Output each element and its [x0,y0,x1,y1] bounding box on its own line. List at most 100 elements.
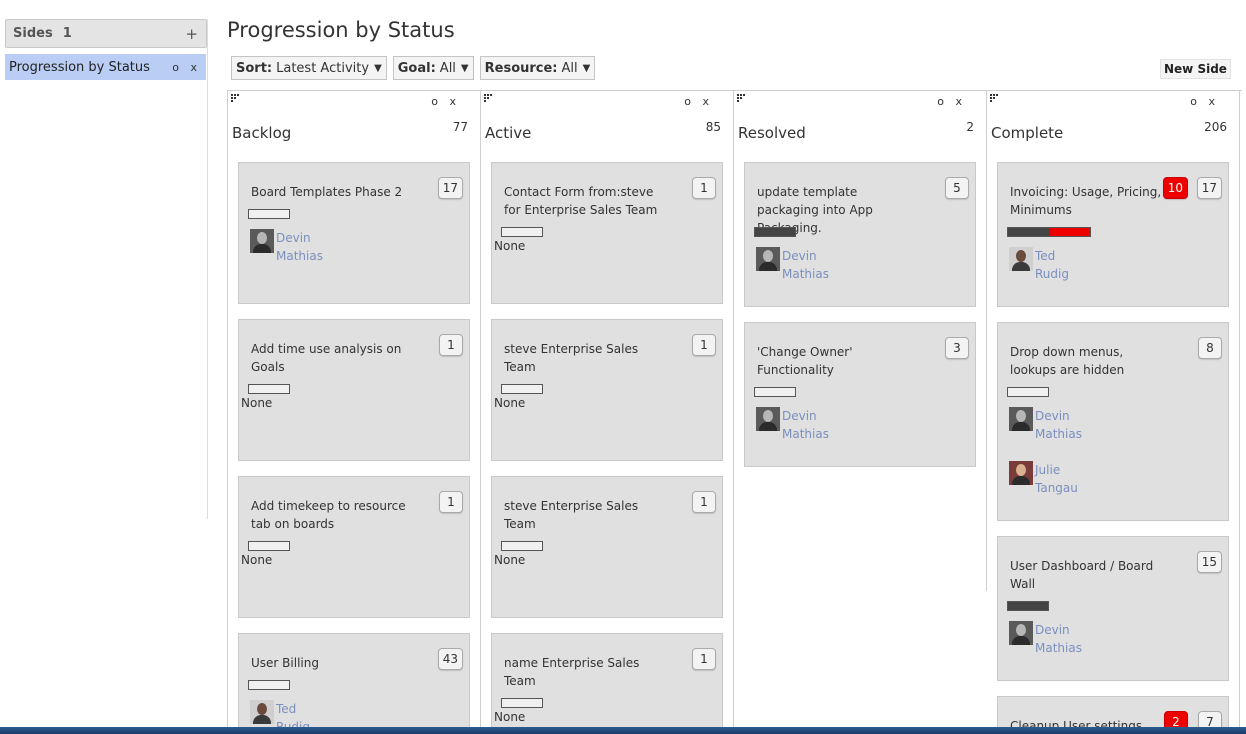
column-backlog: o x Backlog 77 Board Templates Phase 2 1… [228,91,481,734]
progress-bar [248,541,290,551]
avatar [1009,621,1033,645]
progress-bar [248,680,290,690]
card-title: Board Templates Phase 2 [251,185,403,199]
progress-bar [1007,387,1049,397]
drag-handle-icon[interactable] [230,93,244,105]
resource-dropdown[interactable]: Resource: All ▼ [479,56,596,80]
assignee-name[interactable]: Devin Mathias [276,231,323,263]
assignee-name[interactable]: Devin Mathias [1035,409,1082,441]
no-assignee-label: None [494,396,526,410]
progress-bar [248,209,290,219]
no-assignee-label: None [494,239,526,253]
column-complete: o x Complete 206 Invoicing: Usage, Prici… [987,91,1240,734]
assignee-name[interactable]: Devin Mathias [1035,623,1082,655]
sides-header: Sides 1 + [5,19,207,48]
assignee[interactable]: Devin Mathias [1009,621,1095,657]
card-title: name Enterprise Sales Team [504,656,640,688]
goal-value: All [439,60,456,76]
no-assignee-label: None [241,553,273,567]
card-count-badge: 1 [692,491,716,513]
new-side-button[interactable]: New Side [1160,59,1231,79]
sort-dropdown[interactable]: Sort: Latest Activity ▼ [231,56,387,80]
avatar [1009,461,1033,485]
column-controls[interactable]: o x [431,95,460,108]
progress-bar [501,698,543,708]
card-title: User Billing [251,656,319,670]
task-card[interactable]: Drop down menus, lookups are hidden 8 De… [997,322,1229,521]
task-card[interactable]: User Dashboard / Board Wall 15 Devin Math… [997,536,1229,681]
progress-bar [501,227,543,237]
column-count: 77 [452,120,468,134]
task-card[interactable]: name Enterprise Sales Team 1 None [491,633,723,734]
assignee[interactable]: Devin Mathias [1009,407,1095,443]
progress-bar [1007,601,1049,611]
progress-bar [754,387,796,397]
goal-dropdown[interactable]: Goal: All ▼ [392,56,474,80]
column-count: 2 [966,120,974,134]
card-title: Drop down menus, lookups are hidden [1010,345,1125,377]
avatar [250,229,274,253]
drag-handle-icon[interactable] [736,93,750,105]
task-card[interactable]: 'Change Owner' Functionality 3 Devin Math… [744,322,976,467]
task-card[interactable]: Add time use analysis on Goals 1 None [238,319,470,461]
drag-handle-icon[interactable] [989,93,1003,105]
sidebar: Sides 1 + Progression by Status o x [5,19,208,519]
progress-fill [1008,228,1049,236]
no-assignee-label: None [241,396,273,410]
page-title: Progression by Status [227,18,455,42]
assignee[interactable]: Julie Tangau [1009,461,1095,497]
task-card[interactable]: Board Templates Phase 2 17 Devin Mathias [238,162,470,304]
sort-value: Latest Activity [276,60,370,76]
card-title: Contact Form from:steve for Enterprise S… [504,185,658,217]
add-side-button[interactable]: + [185,24,198,43]
card-count-badge: 43 [437,648,463,670]
card-count-badge: 1 [692,648,716,670]
assignee-name[interactable]: Devin Mathias [782,249,829,281]
progress-overdue-fill [1049,228,1090,236]
task-card[interactable]: steve Enterprise Sales Team 1 None [491,476,723,618]
progress-fill [1008,602,1048,610]
task-card[interactable]: Contact Form from:steve for Enterprise S… [491,162,723,304]
card-count-badge: 5 [945,177,969,199]
progress-bar [1007,227,1091,237]
avatar [1009,407,1033,431]
side-item-progression-by-status[interactable]: Progression by Status o x [5,54,206,80]
card-title: steve Enterprise Sales Team [504,342,639,374]
assignee[interactable]: Devin Mathias [756,247,842,283]
drag-handle-icon[interactable] [483,93,497,105]
card-title: User Dashboard / Board Wall [1010,559,1154,591]
assignee[interactable]: Devin Mathias [756,407,842,443]
side-item-controls[interactable]: o x [172,60,201,74]
sort-label: Sort: [236,60,273,76]
progress-fill [755,228,795,236]
assignee-name[interactable]: Julie Tangau [1035,463,1078,495]
board: o x Backlog 77 Board Templates Phase 2 1… [227,90,1242,734]
column-title: Backlog [232,124,292,142]
avatar [756,247,780,271]
column-title: Active [485,124,532,142]
card-count-badge: 1 [692,177,716,199]
task-card[interactable]: steve Enterprise Sales Team 1 None [491,319,723,461]
progress-bar [501,541,543,551]
chevron-down-icon: ▼ [374,62,382,74]
task-card[interactable]: update template packaging into App Packa… [744,162,976,307]
card-title: 'Change Owner' Functionality [757,345,853,377]
column-controls[interactable]: o x [937,95,966,108]
assignee[interactable]: Devin Mathias [250,229,336,265]
card-title: update template packaging into App Packa… [757,185,873,235]
assignee-name[interactable]: Devin Mathias [782,409,829,441]
no-assignee-label: None [494,553,526,567]
task-card[interactable]: Invoicing: Usage, Pricing, Minimums 10 1… [997,162,1229,307]
column-count: 206 [1204,120,1227,134]
column-controls[interactable]: o x [1190,95,1219,108]
column-resolved: o x Resolved 2 update template packaging… [734,91,987,591]
chevron-down-icon: ▼ [582,62,591,74]
column-controls[interactable]: o x [684,95,713,108]
task-card[interactable]: Add timekeep to resource tab on boards 1… [238,476,470,618]
sides-title: Sides [13,26,53,41]
card-count-badge: 8 [1198,337,1222,359]
card-title: Add time use analysis on Goals [251,342,402,374]
